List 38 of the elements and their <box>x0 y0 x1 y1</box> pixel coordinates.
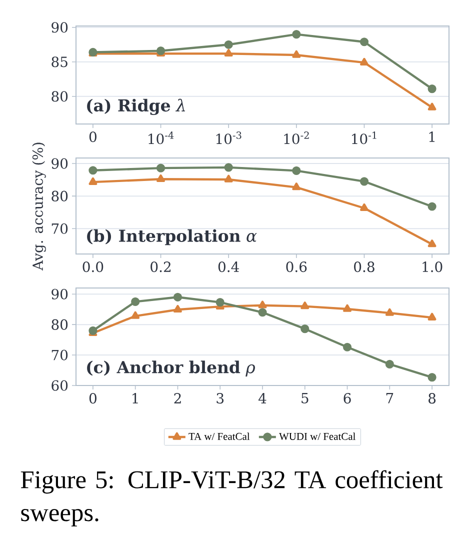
x-tick-label: 8 <box>428 393 436 404</box>
x-tick-label: 0 <box>89 393 96 404</box>
x-tick-label: 10$^{-1}$ <box>352 132 376 144</box>
y-tick-label: 85 <box>52 56 68 68</box>
x-tick-label: 0.2 <box>150 262 171 272</box>
legend-label: TA w/ FeatCal <box>188 432 250 440</box>
legend-label: WUDI w/ FeatCal <box>279 432 356 440</box>
annotation: (a) Ridge λ <box>87 98 185 115</box>
x-tick-label: 1 <box>429 132 435 142</box>
y-tick-label: 90 <box>52 158 68 169</box>
x-tick-label: 0.0 <box>82 262 104 272</box>
y-tick-label: 80 <box>52 91 68 102</box>
y-tick-label: 80 <box>52 319 68 330</box>
x-tick-label: 0.6 <box>286 262 307 272</box>
annotation: (c) Anchor blend ρ <box>87 360 255 377</box>
x-tick-label: 1.0 <box>422 262 442 272</box>
annotation: (b) Interpolation α <box>87 229 257 246</box>
x-tick-label: 2 <box>174 393 181 404</box>
x-tick-label: 10$^{-4}$ <box>148 132 174 144</box>
y-tick-label: 90 <box>52 22 68 33</box>
x-tick-label: 4 <box>258 393 266 404</box>
x-tick-label: 6 <box>344 393 351 404</box>
y-axis-title: Avg. accuracy (%) <box>32 142 46 270</box>
caption: Figure 5: CLIP-ViT-B/32 TA coefficient sweeps. <box>20 470 443 526</box>
y-tick-label: 70 <box>52 223 68 234</box>
x-tick-label: 10$^{-3}$ <box>216 132 242 144</box>
x-tick-label: 3 <box>216 393 224 404</box>
y-tick-label: 70 <box>52 350 68 360</box>
x-tick-label: 5 <box>302 393 308 404</box>
x-tick-label: 7 <box>386 393 394 404</box>
x-tick-label: 0 <box>89 132 96 142</box>
x-tick-label: 1 <box>132 393 138 404</box>
x-tick-label: 0.8 <box>354 262 374 272</box>
y-tick-label: 80 <box>52 190 68 202</box>
x-tick-label: 0.4 <box>218 262 239 272</box>
x-tick-label: 10$^{-2}$ <box>284 132 309 144</box>
y-tick-label: 60 <box>52 380 68 391</box>
y-tick-label: 90 <box>52 288 68 300</box>
